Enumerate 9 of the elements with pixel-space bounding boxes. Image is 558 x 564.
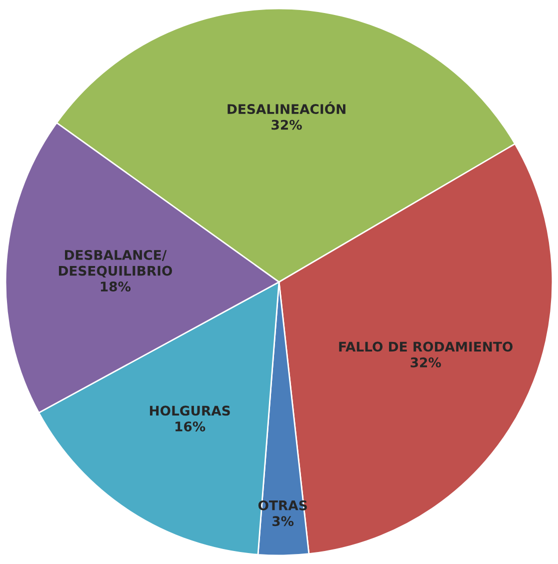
data-label: 32% [272,120,302,130]
data-label: 32% [410,357,441,368]
slice-label: DESBALANCE/ DESEQUILIBRIO [58,250,172,278]
slice-label: HOLGURAS [150,406,230,416]
slice-label: FALLO DE RODAMIENTO [339,342,513,352]
data-label: 18% [100,282,131,292]
data-label: 16% [176,421,206,432]
slice-label: DESALINEACIÓN [228,102,346,114]
data-label: 3% [272,516,294,526]
